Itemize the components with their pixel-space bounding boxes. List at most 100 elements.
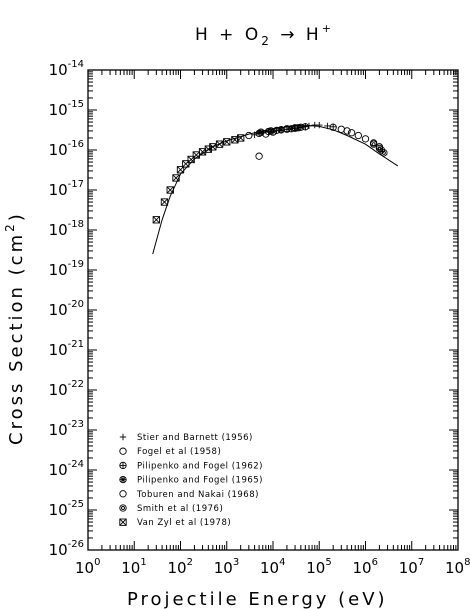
- title-arrow: → H: [272, 25, 322, 45]
- x-tick-base: 10: [121, 559, 140, 577]
- y-axis-label-superscript: 2: [3, 221, 17, 232]
- data-point: [283, 125, 291, 133]
- data-point: [255, 152, 263, 160]
- y-tick-label: 10-17: [49, 179, 84, 199]
- y-axis-label-end: ): [6, 211, 27, 221]
- data-point: [287, 125, 296, 133]
- y-tick-label: 10-26: [49, 539, 84, 559]
- y-tick-exponent: -26: [68, 539, 84, 550]
- y-tick-base: 10: [49, 461, 68, 479]
- axis-ticks: [87, 69, 459, 551]
- legend-label: Fogel et al (1958): [137, 447, 221, 457]
- x-tick-exponent: 1: [140, 557, 146, 568]
- legend-marker: [119, 490, 127, 498]
- x-tick-exponent: 2: [187, 557, 193, 568]
- data-point: [215, 140, 224, 148]
- y-tick-base: 10: [49, 501, 68, 519]
- data-point: [277, 126, 285, 134]
- legend-item: Smith et al (1976): [119, 504, 223, 514]
- x-tick-label: 100: [75, 557, 100, 577]
- y-tick-exponent: -14: [68, 59, 84, 70]
- data-point: [347, 129, 356, 137]
- legend-marker: [119, 504, 127, 512]
- x-tick-label: 103: [214, 557, 239, 577]
- data-point: [237, 134, 245, 142]
- data-point: [329, 123, 337, 131]
- data-point: [160, 198, 169, 206]
- legend-item: Stier and Barnett (1956): [119, 433, 253, 443]
- y-tick-label: 10-19: [49, 259, 84, 279]
- data-point: [294, 124, 302, 132]
- y-tick-label: 10-25: [49, 499, 84, 519]
- data-point: [380, 149, 388, 157]
- y-tick-exponent: -17: [68, 179, 84, 190]
- legend-label: Van Zyl et al (1978): [137, 518, 231, 528]
- x-tick-label: 102: [168, 557, 193, 577]
- data-point: [343, 127, 351, 135]
- data-point: [204, 145, 212, 153]
- legend-marker: [119, 433, 127, 441]
- x-tick-exponent: 3: [233, 557, 239, 568]
- data-point: [152, 216, 160, 224]
- legend-item: Pilipenko and Fogel (1962): [119, 461, 263, 471]
- x-tick-exponent: 8: [464, 557, 470, 568]
- y-tick-label: 10-24: [49, 459, 84, 479]
- legend-marker: [119, 475, 127, 484]
- y-tick-exponent: -24: [68, 459, 84, 470]
- legend-label: Stier and Barnett (1956): [137, 433, 253, 443]
- fit-curve-line: [152, 124, 399, 255]
- y-tick-base: 10: [49, 541, 68, 559]
- y-axis-label: Cross Section (cm2): [3, 211, 27, 445]
- data-point: [245, 131, 253, 140]
- y-tick-label: 10-20: [49, 299, 84, 319]
- x-tick-base: 10: [445, 559, 464, 577]
- y-tick-base: 10: [49, 341, 68, 359]
- y-tick-base: 10: [49, 301, 68, 319]
- y-tick-label: 10-14: [49, 59, 84, 79]
- y-tick-base: 10: [49, 101, 68, 119]
- data-point: [324, 122, 331, 130]
- y-tick-base: 10: [49, 221, 68, 239]
- legend-item: Fogel et al (1958): [119, 447, 221, 457]
- y-tick-base: 10: [49, 181, 68, 199]
- legend: Stier and Barnett (1956) Fogel et al (195…: [119, 433, 263, 528]
- y-tick-exponent: -19: [68, 259, 84, 270]
- x-tick-exponent: 0: [94, 557, 100, 568]
- data-point: [354, 131, 362, 140]
- x-axis-label: Projectile Energy (eV): [127, 589, 388, 609]
- title-superscript: +: [322, 22, 334, 35]
- y-tick-label: 10-18: [49, 219, 84, 239]
- data-point: [361, 135, 370, 143]
- data-point: [301, 123, 309, 131]
- x-tick-base: 10: [260, 559, 279, 577]
- y-tick-label: 10-23: [49, 419, 84, 439]
- legend-label: Smith et al (1976): [137, 504, 223, 514]
- data-point: [172, 174, 180, 182]
- title-lhs: H + O: [195, 25, 261, 45]
- y-tick-exponent: -25: [68, 499, 84, 510]
- legend-label: Pilipenko and Fogel (1962): [137, 461, 263, 471]
- x-tick-label: 104: [260, 557, 285, 577]
- legend-item: Van Zyl et al (1978): [119, 518, 231, 528]
- y-tick-label: 10-16: [49, 139, 84, 159]
- x-tick-labels: 100 101 102 103 104 105 106 107 108: [75, 557, 470, 577]
- x-tick-base: 10: [353, 559, 372, 577]
- x-tick-base: 10: [399, 559, 418, 577]
- x-axis-label-text: Projectile Energy (eV): [127, 589, 388, 609]
- y-axis-label-main: Cross Section (cm: [6, 232, 27, 445]
- y-tick-base: 10: [49, 61, 68, 79]
- y-tick-base: 10: [49, 261, 68, 279]
- x-tick-exponent: 5: [325, 557, 331, 568]
- x-tick-label: 108: [445, 557, 470, 577]
- legend-marker: [119, 461, 127, 470]
- data-point: [257, 128, 265, 136]
- data-point: [369, 140, 378, 148]
- y-tick-label: 10-22: [49, 379, 84, 399]
- y-tick-base: 10: [49, 141, 68, 159]
- x-tick-base: 10: [214, 559, 233, 577]
- y-tick-base: 10: [49, 421, 68, 439]
- svg-text:H + O2 → H+: H + O2 → H+: [195, 22, 334, 48]
- y-tick-label: 10-15: [49, 99, 84, 119]
- x-tick-exponent: 4: [279, 557, 285, 568]
